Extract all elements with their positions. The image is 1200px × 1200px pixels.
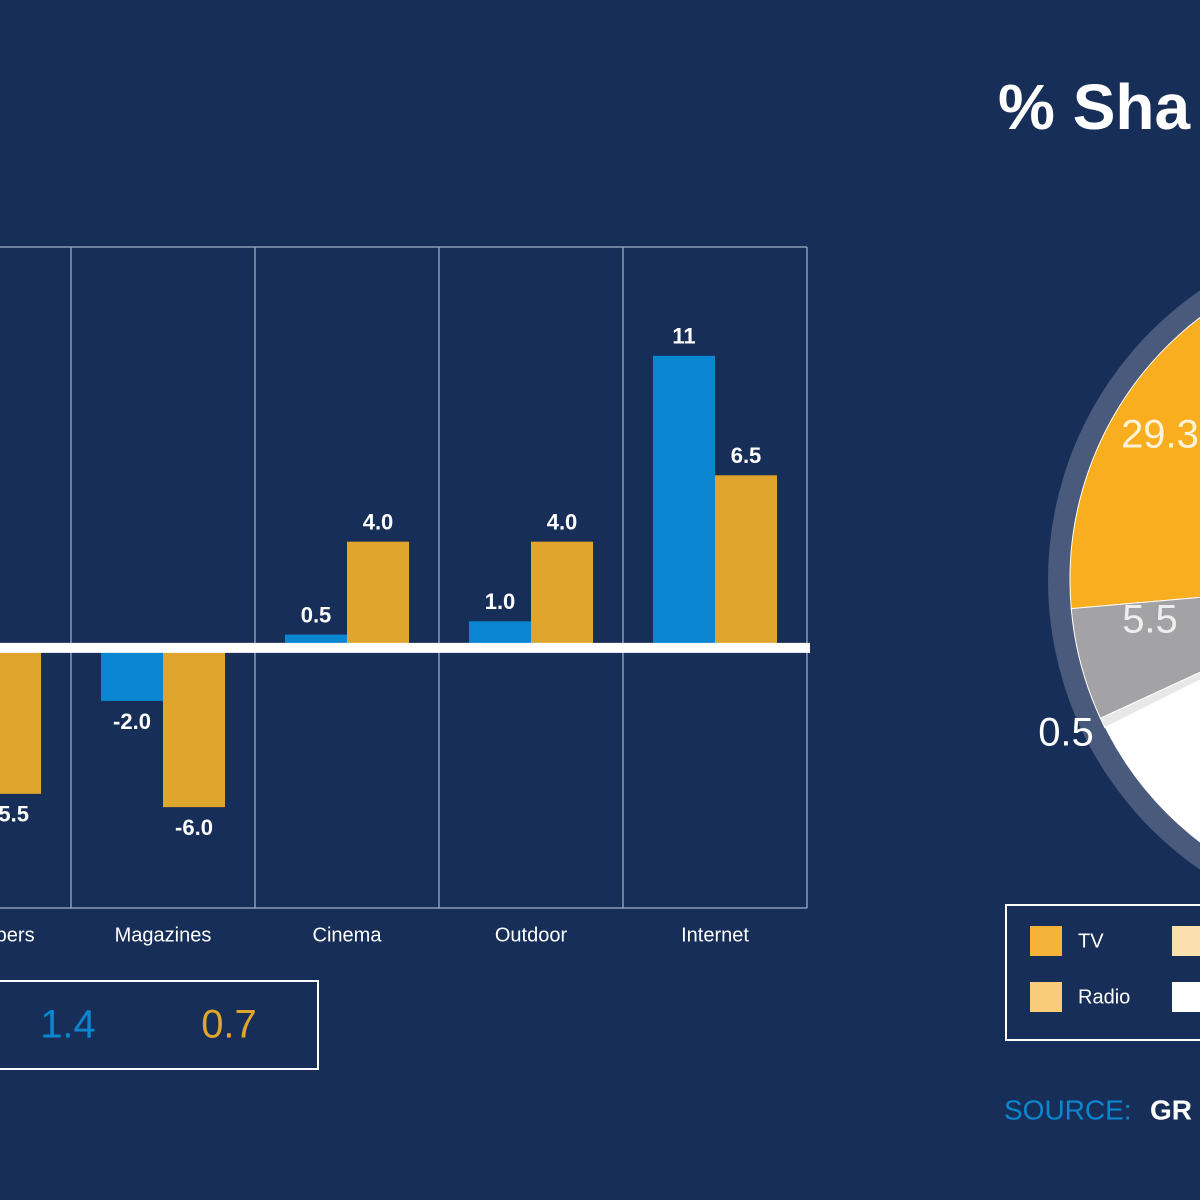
pie-slice <box>1099 671 1200 729</box>
bar <box>0 647 41 794</box>
slice-label: 29.3 <box>1121 413 1199 457</box>
bar <box>531 541 593 648</box>
x-tick-label: Magazines <box>115 924 212 946</box>
value-label: 4.0 <box>547 509 578 534</box>
x-tick-label: Outdoor <box>495 924 568 946</box>
value-label: 1.0 <box>485 589 516 614</box>
legend-swatch-cropped <box>1172 926 1200 956</box>
value-label: 0.5 <box>301 602 332 627</box>
x-tick-label: Internet <box>681 924 749 946</box>
summary-value: 0.7 <box>201 1003 257 1047</box>
source: GR <box>1150 1094 1192 1125</box>
bar <box>101 647 163 701</box>
legend-swatch <box>1030 926 1062 956</box>
bar <box>653 355 715 648</box>
bar <box>715 475 777 648</box>
value-label: -6.0 <box>175 815 213 840</box>
value-label: 11 <box>672 324 695 349</box>
source-label: SOURCE: <box>1004 1094 1132 1125</box>
pie-title: % Sha <box>998 71 1190 143</box>
legend-swatch <box>1030 982 1062 1012</box>
legend-label: TV <box>1078 930 1104 952</box>
slice-label: 5.5 <box>1122 598 1178 642</box>
pie-slice <box>1069 316 1200 610</box>
x-tick-label: Cinema <box>313 924 383 946</box>
legend-label: Radio <box>1078 986 1130 1008</box>
summary-box <box>0 980 319 1070</box>
legend-swatch-cropped <box>1172 982 1200 1012</box>
bar <box>347 541 409 648</box>
value-label: 6.5 <box>731 443 762 468</box>
bar <box>163 647 225 808</box>
value-label: -5.5 <box>0 802 29 827</box>
summary-value: 1.4 <box>40 1003 96 1047</box>
value-label: 4.0 <box>363 509 394 534</box>
legend-box <box>1005 904 1200 1041</box>
x-tick-label: Newspapers <box>0 924 35 946</box>
plot-frame <box>0 246 808 909</box>
value-label: -2.0 <box>113 709 151 734</box>
slice-label: 0.5 <box>1038 711 1094 755</box>
